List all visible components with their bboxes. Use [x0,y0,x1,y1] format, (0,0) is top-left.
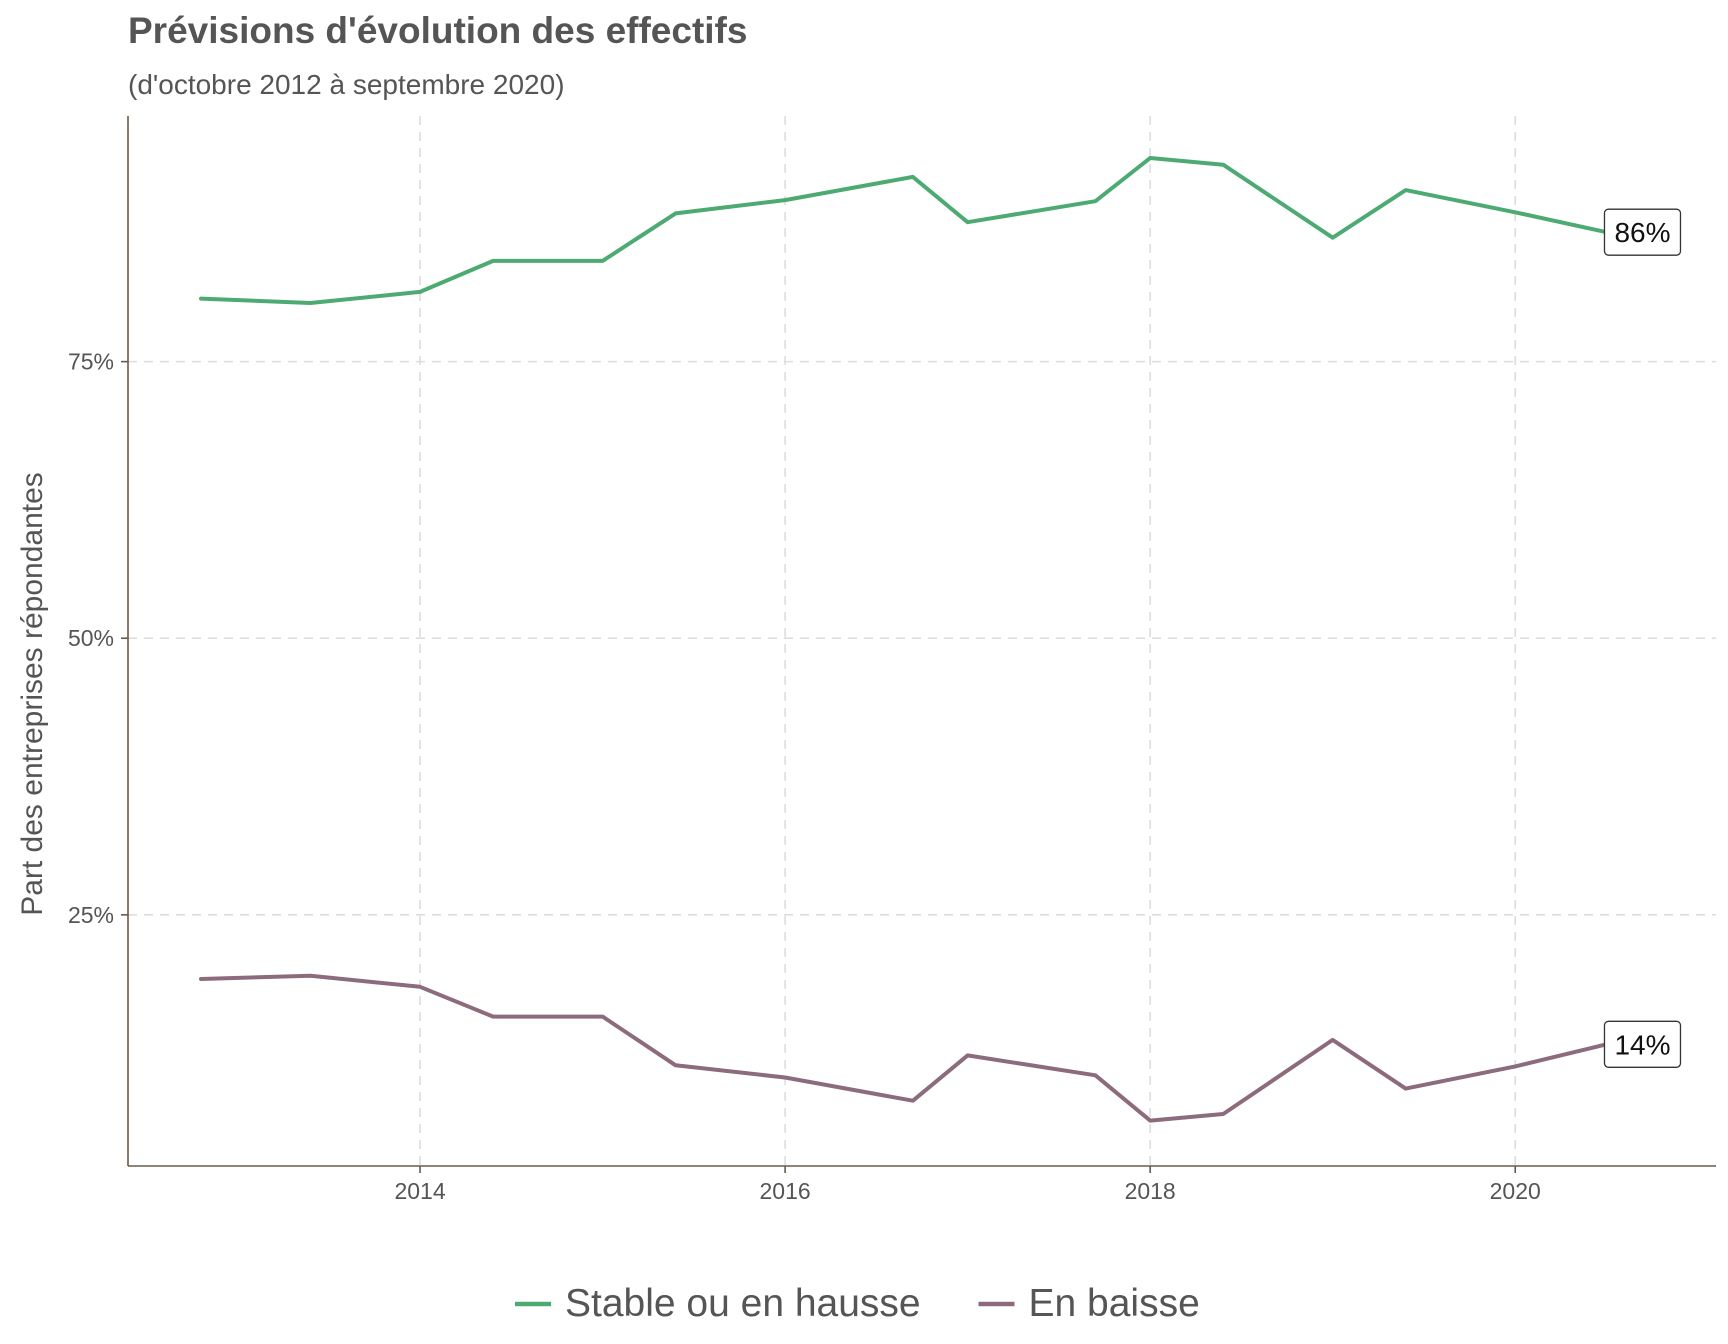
legend-label: En baisse [1029,1282,1200,1325]
end-label-box [1603,208,1682,256]
y-tick-label: 75% [68,349,114,375]
legend: Stable ou en hausse En baisse [515,1282,1200,1325]
x-tick-label: 2014 [394,1178,445,1204]
series-lines [199,156,1609,1123]
axes: 25% 50% 75% 2014 2016 2018 2020 [68,116,1716,1204]
end-label: 86% [1614,217,1670,248]
x-tick-label: 2016 [760,1178,811,1204]
series-line-en-baisse [199,973,1609,1123]
y-tick-label: 50% [68,625,114,651]
end-labels: 86% 14% [1603,208,1682,1068]
x-tick-label: 2020 [1490,1178,1541,1204]
chart-subtitle: (d'octobre 2012 à septembre 2020) [128,69,565,100]
chart-title: Prévisions d'évolution des effectifs [128,10,747,51]
x-tick-label: 2018 [1125,1178,1176,1204]
series-line-stable-ou-en-hausse [199,156,1609,305]
y-tick-label: 25% [68,902,114,928]
y-axis-label: Part des entreprises répondantes [16,472,49,916]
gridlines [128,116,1716,1166]
end-label-box [1603,1020,1682,1068]
end-label: 14% [1614,1029,1670,1060]
legend-label: Stable ou en hausse [565,1282,921,1325]
